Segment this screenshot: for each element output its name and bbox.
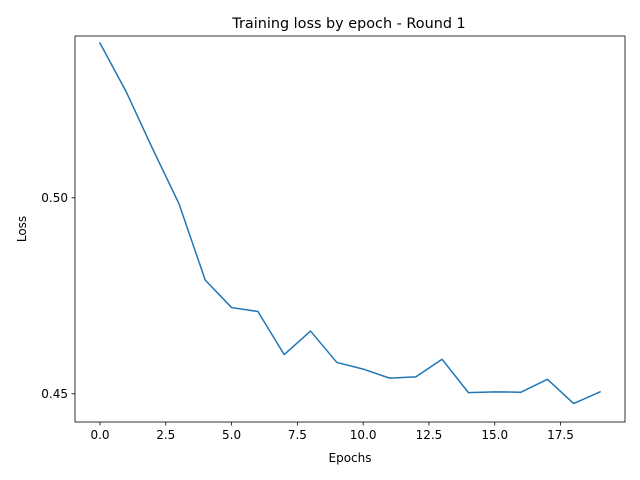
- x-tick-label: 5.0: [222, 428, 241, 442]
- chart-title: Training loss by epoch - Round 1: [231, 16, 465, 32]
- x-tick-label: 10.0: [350, 428, 377, 442]
- y-axis-label: Loss: [15, 216, 29, 242]
- x-tick-label: 7.5: [288, 428, 307, 442]
- x-tick-label: 2.5: [156, 428, 175, 442]
- plot-frame: [74, 35, 626, 423]
- x-tick-label: 12.5: [416, 428, 443, 442]
- x-tick-label: 17.5: [547, 428, 574, 442]
- x-tick-label: 15.0: [481, 428, 508, 442]
- y-tick-label: 0.50: [41, 191, 68, 205]
- loss-series-line: [98, 42, 601, 405]
- x-axis-label: Epochs: [329, 451, 372, 465]
- x-tick-label: 0.0: [90, 428, 109, 442]
- y-tick-label: 0.45: [41, 387, 68, 401]
- plot-area: 0.0 2.5 5.0 7.5 10.0 12.5 15.0 17.5 0.45 0.50: [41, 42, 601, 442]
